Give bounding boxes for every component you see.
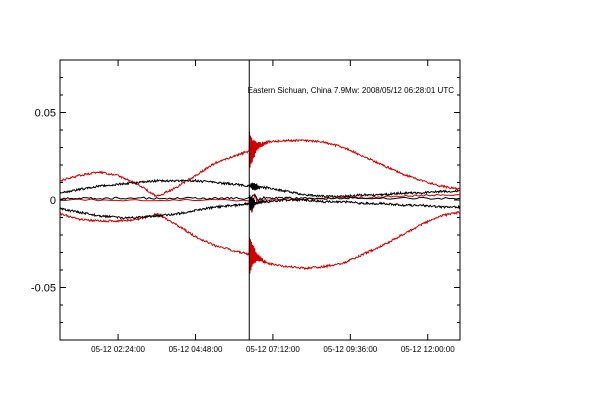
x-tick-label: 05-12 12:00:00 (401, 345, 455, 354)
x-tick-label: 05-12 04:48:00 (169, 345, 223, 354)
event-annotation: Eastern Sichuan, China 7.9Mw: 2008/05/12… (248, 86, 455, 95)
x-tick-label: 05-12 07:12:00 (246, 345, 300, 354)
y-tick-label: -0.05 (31, 283, 56, 295)
plot-frame (59, 59, 461, 341)
x-tick-label: 05-12 09:36:00 (323, 345, 377, 354)
y-tick-label: 0 (50, 195, 56, 207)
label-layer: 0.05 0 -0.05 05-12 02:24:00 05-12 04:48:00 05… (31, 108, 455, 355)
series-line-2 (59, 211, 461, 274)
series-layer (59, 131, 461, 274)
tick-layer (60, 59, 460, 341)
series-line-5 (59, 194, 461, 220)
series-line-1 (59, 131, 461, 198)
series-line-4 (59, 178, 461, 199)
x-tick-label: 05-12 02:24:00 (91, 345, 145, 354)
y-tick-label: 0.05 (35, 108, 56, 120)
